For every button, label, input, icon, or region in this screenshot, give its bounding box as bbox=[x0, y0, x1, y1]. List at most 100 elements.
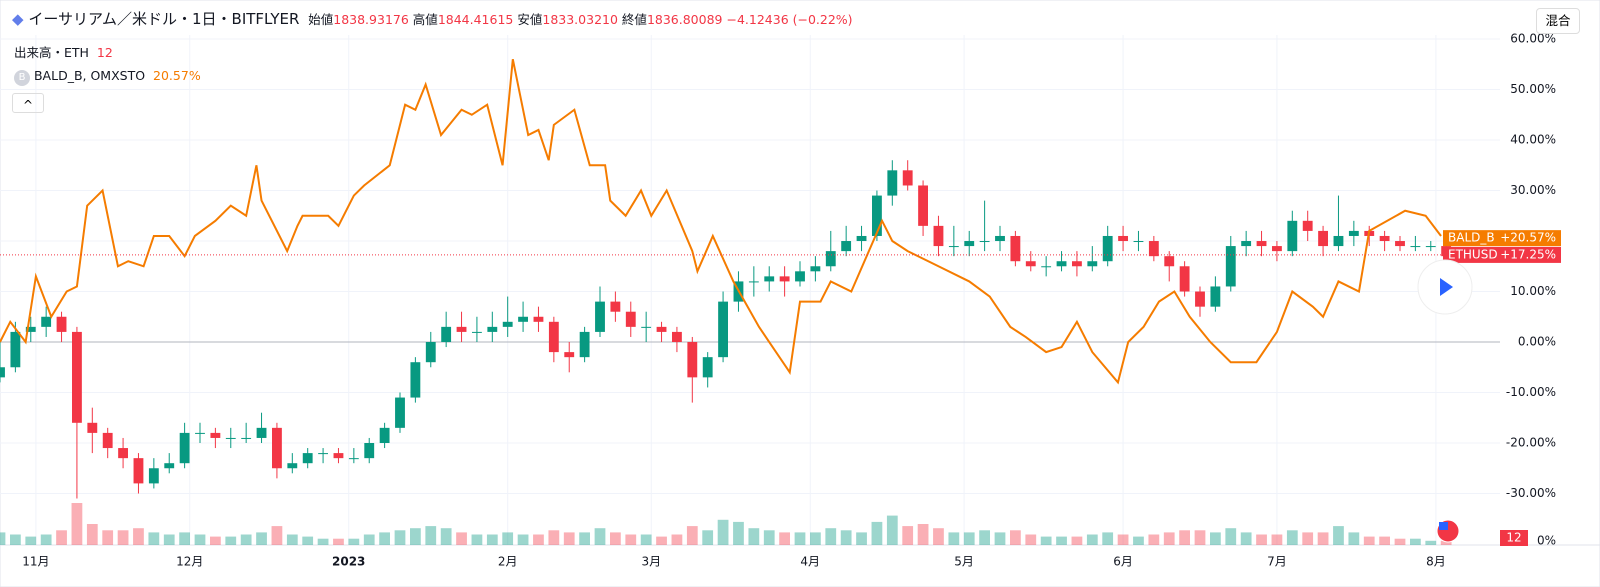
volume-bar bbox=[271, 526, 283, 545]
candle-body bbox=[1010, 235, 1021, 262]
badge bbox=[1443, 246, 1561, 263]
volume-bar bbox=[117, 530, 129, 545]
label: BALD_B, OMXSTO bbox=[33, 68, 146, 83]
candle-body bbox=[379, 427, 390, 443]
candle-body bbox=[256, 427, 267, 438]
candle-body bbox=[764, 276, 775, 282]
candle-body bbox=[1318, 230, 1328, 247]
candle-body bbox=[56, 316, 67, 332]
volume-bar bbox=[425, 526, 437, 545]
label: 出来高・ETH bbox=[14, 45, 89, 60]
candle-body bbox=[1118, 235, 1128, 242]
volume-bar bbox=[102, 530, 114, 545]
volume-bar bbox=[579, 532, 590, 545]
candle-body bbox=[25, 326, 36, 332]
icon: B bbox=[14, 70, 30, 86]
candle-body bbox=[687, 342, 698, 378]
badge-value: +17.25% bbox=[1500, 247, 1556, 261]
header: ◆ イーサリアム／米ドル・1日・BITFLYER 始値1838.93176 高値… bbox=[12, 8, 853, 29]
volume-bar bbox=[1440, 540, 1452, 545]
volume-bar bbox=[1025, 534, 1037, 545]
y-tick-label: 10.00% bbox=[1510, 284, 1556, 298]
volume-bar bbox=[1271, 534, 1283, 545]
candle-body bbox=[810, 266, 821, 272]
candle-body bbox=[395, 397, 405, 428]
volume-bar bbox=[348, 538, 360, 545]
volume-bar bbox=[1040, 536, 1052, 545]
volume-bar bbox=[163, 534, 175, 545]
candle-body bbox=[364, 443, 375, 459]
value: 20.57% bbox=[153, 68, 201, 83]
volume-bar bbox=[917, 524, 929, 545]
ohlc-label: 始値 bbox=[308, 12, 334, 27]
volume-bar bbox=[625, 534, 637, 545]
volume-bar bbox=[563, 532, 575, 545]
candle-body bbox=[518, 316, 528, 322]
volume-bar bbox=[517, 534, 529, 545]
candle-body bbox=[1179, 266, 1190, 292]
play-button[interactable] bbox=[1417, 259, 1473, 315]
compare-legend: B BALD_B, OMXSTO 20.57% bbox=[14, 68, 201, 86]
change: −4.12436 (−0.22%) bbox=[726, 12, 853, 27]
volume-bar bbox=[286, 534, 298, 545]
volume-bar bbox=[1179, 530, 1190, 545]
candle-body bbox=[1348, 230, 1359, 236]
volume-bar bbox=[71, 503, 83, 545]
volume-bar bbox=[1225, 528, 1237, 545]
x-tick-label: 11月 bbox=[22, 555, 49, 569]
volume-bar bbox=[179, 532, 190, 545]
play-icon bbox=[1440, 278, 1453, 296]
volume-bar bbox=[10, 534, 21, 545]
x-tick-label: 12月 bbox=[176, 555, 203, 569]
volume-bar bbox=[456, 532, 467, 545]
candle-body bbox=[1210, 286, 1221, 307]
y-tick-label: -20.00% bbox=[1506, 436, 1556, 450]
volume-bar bbox=[0, 532, 6, 545]
volume-bar bbox=[810, 532, 821, 545]
volume-bar bbox=[671, 534, 683, 545]
volume-bar bbox=[640, 534, 652, 545]
candle-body bbox=[1072, 261, 1082, 267]
candle-body bbox=[1225, 246, 1236, 287]
volume-bar bbox=[56, 530, 67, 545]
candle-body bbox=[1333, 235, 1344, 247]
volume-bar bbox=[333, 538, 344, 545]
volume-bar bbox=[225, 536, 237, 545]
volume-bar bbox=[779, 532, 790, 545]
badge bbox=[1443, 230, 1561, 247]
x-tick-label: 2023 bbox=[332, 555, 365, 569]
candle-body bbox=[1195, 291, 1205, 307]
volume-bar bbox=[594, 528, 606, 545]
volume-bar bbox=[763, 530, 775, 545]
volume-bar bbox=[1333, 526, 1344, 545]
candle-body bbox=[748, 281, 759, 283]
candle-body bbox=[595, 301, 605, 332]
candle-body bbox=[656, 326, 667, 332]
volume-bar bbox=[702, 530, 714, 545]
candle-body bbox=[1164, 256, 1175, 267]
candle-body bbox=[164, 463, 175, 469]
candle-body bbox=[979, 241, 990, 243]
title: イーサリアム／米ドル・1日・BITFLYER bbox=[28, 10, 300, 28]
y-tick-label: -10.00% bbox=[1506, 385, 1556, 399]
mode-button[interactable]: 混合 bbox=[1536, 8, 1580, 34]
volume-bar bbox=[1194, 530, 1206, 545]
x-tick-label: 8月 bbox=[1426, 555, 1446, 569]
candle-body bbox=[287, 463, 298, 469]
y-tick-label: 50.00% bbox=[1510, 82, 1556, 96]
candle-body bbox=[1087, 261, 1098, 267]
volume-bar bbox=[748, 528, 760, 545]
volume-bar bbox=[40, 534, 52, 545]
volume-bar bbox=[1317, 532, 1329, 545]
candle-body bbox=[1133, 241, 1144, 243]
candle-body bbox=[1102, 235, 1113, 262]
candle-body bbox=[825, 251, 836, 267]
candle-body bbox=[1272, 246, 1282, 252]
candle-body bbox=[548, 321, 559, 353]
candle-body bbox=[641, 326, 652, 328]
y-tick-label: 0.00% bbox=[1518, 335, 1556, 349]
collapse-button[interactable]: ^ bbox=[12, 93, 44, 113]
volume-bar bbox=[317, 538, 329, 545]
volume-scale-label: 0% bbox=[1537, 534, 1556, 548]
volume-bar bbox=[1086, 534, 1098, 545]
